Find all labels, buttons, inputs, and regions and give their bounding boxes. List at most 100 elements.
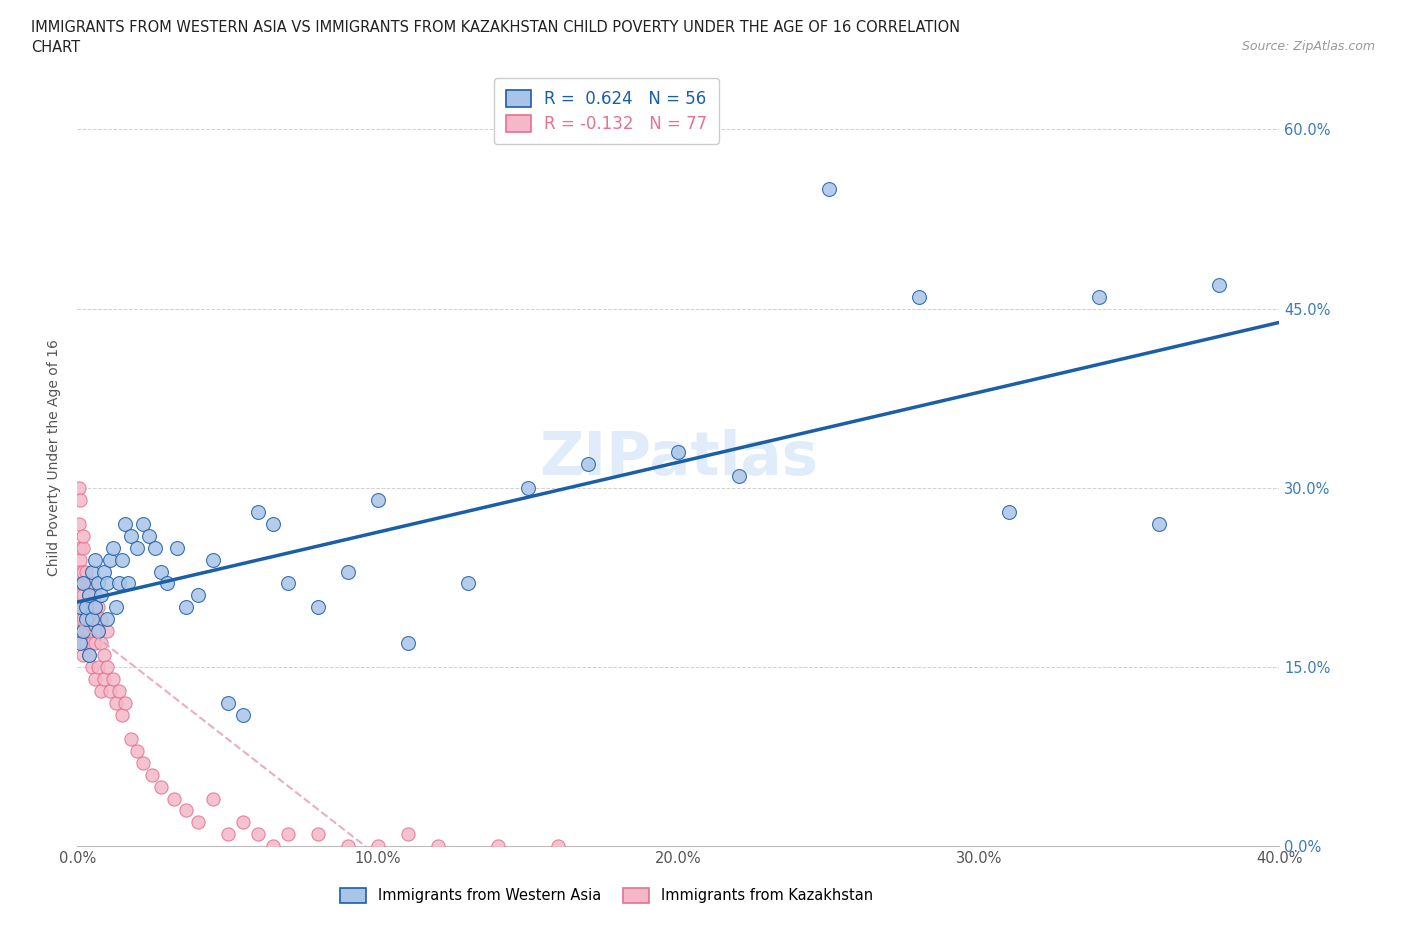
Point — [114, 516, 136, 531]
Text: IMMIGRANTS FROM WESTERN ASIA VS IMMIGRANTS FROM KAZAKHSTAN CHILD POVERTY UNDER T: IMMIGRANTS FROM WESTERN ASIA VS IMMIGRAN… — [31, 20, 960, 35]
Point — [96, 576, 118, 591]
Point — [93, 671, 115, 686]
Point — [69, 636, 91, 651]
Point — [727, 469, 749, 484]
Point — [277, 576, 299, 591]
Point — [72, 600, 94, 615]
Point — [82, 600, 104, 615]
Point — [187, 815, 209, 830]
Point — [141, 767, 163, 782]
Point — [156, 576, 179, 591]
Legend: Immigrants from Western Asia, Immigrants from Kazakhstan: Immigrants from Western Asia, Immigrants… — [333, 882, 879, 909]
Point — [84, 588, 107, 603]
Point — [69, 492, 91, 507]
Point — [69, 600, 91, 615]
Point — [82, 612, 104, 627]
Point — [367, 492, 389, 507]
Point — [79, 624, 101, 639]
Point — [72, 624, 94, 639]
Point — [132, 755, 155, 770]
Point — [96, 612, 118, 627]
Point — [69, 576, 91, 591]
Point — [96, 659, 118, 674]
Point — [166, 540, 188, 555]
Point — [201, 791, 224, 806]
Point — [72, 576, 94, 591]
Point — [138, 528, 160, 543]
Point — [457, 576, 479, 591]
Point — [69, 540, 91, 555]
Point — [75, 600, 97, 615]
Point — [336, 839, 359, 854]
Point — [75, 612, 97, 627]
Point — [277, 827, 299, 842]
Text: Source: ZipAtlas.com: Source: ZipAtlas.com — [1241, 40, 1375, 53]
Point — [108, 684, 131, 698]
Point — [427, 839, 450, 854]
Point — [93, 647, 115, 662]
Point — [82, 636, 104, 651]
Point — [232, 815, 254, 830]
Point — [117, 576, 139, 591]
Point — [72, 540, 94, 555]
Point — [82, 659, 104, 674]
Point — [67, 481, 90, 496]
Point — [87, 659, 110, 674]
Point — [547, 839, 569, 854]
Point — [307, 827, 329, 842]
Point — [75, 624, 97, 639]
Point — [336, 565, 359, 579]
Point — [75, 565, 97, 579]
Point — [90, 684, 112, 698]
Point — [84, 600, 107, 615]
Point — [120, 731, 142, 746]
Point — [396, 636, 419, 651]
Point — [576, 457, 599, 472]
Point — [87, 624, 110, 639]
Point — [72, 588, 94, 603]
Y-axis label: Child Poverty Under the Age of 16: Child Poverty Under the Age of 16 — [48, 339, 62, 577]
Point — [100, 684, 122, 698]
Point — [1208, 277, 1230, 292]
Point — [103, 540, 125, 555]
Point — [187, 588, 209, 603]
Point — [105, 600, 128, 615]
Point — [150, 565, 173, 579]
Point — [93, 565, 115, 579]
Point — [396, 827, 419, 842]
Point — [82, 565, 104, 579]
Point — [69, 565, 91, 579]
Point — [127, 743, 149, 758]
Point — [69, 600, 91, 615]
Point — [150, 779, 173, 794]
Point — [132, 516, 155, 531]
Point — [87, 600, 110, 615]
Point — [232, 708, 254, 723]
Point — [79, 647, 101, 662]
Point — [114, 696, 136, 711]
Point — [162, 791, 184, 806]
Point — [69, 588, 91, 603]
Point — [84, 612, 107, 627]
Point — [1149, 516, 1171, 531]
Point — [72, 647, 94, 662]
Point — [72, 612, 94, 627]
Point — [72, 528, 94, 543]
Text: CHART: CHART — [31, 40, 80, 55]
Point — [105, 696, 128, 711]
Point — [84, 671, 107, 686]
Point — [79, 588, 101, 603]
Point — [908, 289, 931, 304]
Point — [82, 576, 104, 591]
Point — [100, 552, 122, 567]
Point — [90, 612, 112, 627]
Point — [145, 540, 167, 555]
Point — [69, 612, 91, 627]
Point — [69, 576, 91, 591]
Point — [517, 481, 540, 496]
Point — [87, 576, 110, 591]
Point — [90, 588, 112, 603]
Point — [217, 827, 239, 842]
Point — [668, 445, 690, 459]
Point — [96, 624, 118, 639]
